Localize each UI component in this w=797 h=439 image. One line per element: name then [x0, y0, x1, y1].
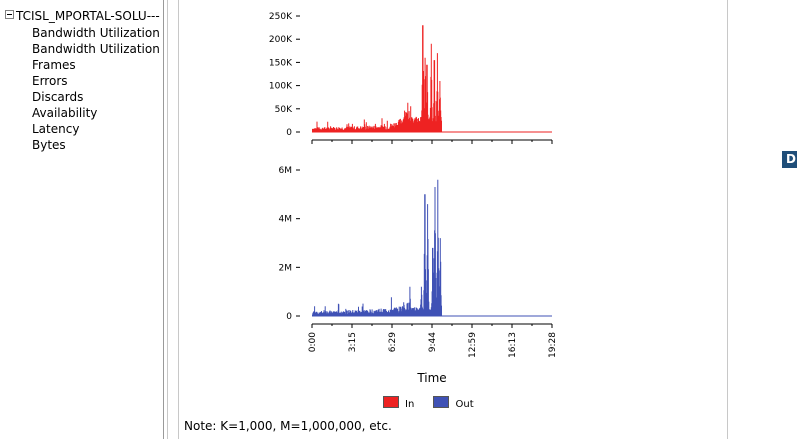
series-in-area	[312, 25, 442, 132]
tree-item-discards[interactable]: Discards	[32, 90, 84, 104]
tree-items: Bandwidth Utilization Bandwidth Utilizat…	[32, 25, 163, 153]
tree-item-frames[interactable]: Frames	[32, 58, 76, 72]
legend-swatch-in	[383, 396, 399, 408]
legend-item-out: Out	[433, 396, 474, 410]
y-tick-label-in: 200K	[269, 35, 293, 45]
tree-item-latency[interactable]: Latency	[32, 122, 80, 136]
x-tick-label: 9:44	[428, 332, 438, 352]
y-tick-label-out: 2M	[279, 263, 293, 273]
y-tick-label-out: 6M	[279, 166, 293, 176]
y-tick-label-in: 150K	[269, 58, 293, 68]
tree-item-availability[interactable]: Availability	[32, 106, 98, 120]
panel-divider-inner	[167, 0, 168, 439]
content-border-left	[178, 0, 179, 439]
x-tick-label: 19:28	[548, 332, 558, 358]
y-tick-label-out: 4M	[279, 215, 293, 225]
x-tick-label: 3:15	[348, 332, 358, 352]
legend-item-in: In	[383, 396, 414, 410]
x-tick-label: 16:13	[508, 332, 518, 358]
tree-item-bandwidth-utilization[interactable]: Bandwidth Utilization	[32, 26, 160, 40]
x-tick-label: 6:29	[388, 332, 398, 352]
right-panel-tab[interactable]: D	[782, 151, 797, 168]
y-tick-label-in: 0	[286, 128, 292, 138]
traffic-charts: 250K 200K 150K 100K 50K 0 6M 4M 2M 0 0:00 3:15 6:29 9…	[269, 12, 558, 385]
y-tick-label-in: 50K	[275, 105, 293, 115]
y-tick-label-out: 0	[286, 312, 292, 322]
panel-divider[interactable]	[163, 0, 164, 439]
legend-label-out: Out	[455, 399, 474, 410]
series-out-area	[312, 179, 442, 316]
tree-root-node[interactable]: TCISL_MPORTAL-SOLU---	[5, 9, 160, 24]
y-tick-label-in: 100K	[269, 82, 293, 92]
legend-swatch-out	[433, 396, 450, 408]
tree-item-bandwidth-utilization-total[interactable]: Bandwidth Utilization To	[32, 42, 163, 56]
collapse-icon[interactable]	[5, 10, 14, 19]
x-tick-label: 0:00	[308, 332, 318, 352]
y-tick-label-in: 250K	[269, 12, 293, 22]
chart-legend: In Out	[383, 396, 490, 410]
x-tick-label: 12:59	[468, 332, 478, 358]
content-border-right	[727, 0, 728, 439]
tree-item-bytes[interactable]: Bytes	[32, 138, 66, 152]
tree-panel: TCISL_MPORTAL-SOLU--- Bandwidth Utilizat…	[0, 0, 163, 439]
x-axis-title: Time	[416, 371, 446, 385]
units-note: Note: K=1,000, M=1,000,000, etc.	[184, 419, 392, 433]
tree-root-label: TCISL_MPORTAL-SOLU---	[16, 9, 160, 23]
tree-item-errors[interactable]: Errors	[32, 74, 68, 88]
legend-label-in: In	[405, 399, 415, 410]
